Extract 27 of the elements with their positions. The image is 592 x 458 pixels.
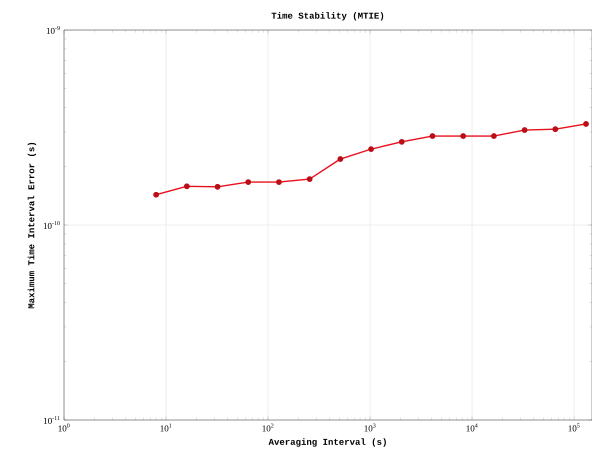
x-axis-title: Averaging Interval (s): [268, 438, 386, 447]
y-axis-title: Maximum Time Interval Error (s): [28, 142, 36, 308]
point: [368, 146, 374, 152]
point: [552, 126, 558, 132]
point: [398, 138, 405, 145]
point: [460, 133, 466, 139]
x-tick-label: 10$^{3}$: [364, 424, 376, 432]
x-tick-label: 10$^{4}$: [466, 424, 478, 432]
point: [245, 179, 252, 186]
x-tick-label: 10$^{1}$: [160, 424, 172, 432]
y-tick-label: 10$^{-9}$: [46, 26, 60, 34]
point: [153, 192, 160, 198]
point: [214, 184, 220, 190]
point: [491, 133, 497, 139]
chart-title: Time Stability (MTIE): [272, 12, 384, 20]
point: [306, 176, 313, 182]
point: [522, 127, 528, 133]
point: [430, 133, 436, 139]
point: [583, 121, 589, 127]
x-tick-label: 10$^{2}$: [262, 424, 274, 432]
y-tick-label: 10$^{-11}$: [44, 416, 60, 424]
x-tick-label: 10$^{5}$: [568, 424, 580, 432]
x-tick-label: 10$^{0}$: [58, 424, 70, 432]
y-tick-label: 10$^{-10}$: [44, 221, 60, 229]
point: [276, 179, 282, 186]
point: [337, 156, 344, 162]
point: [184, 183, 190, 190]
